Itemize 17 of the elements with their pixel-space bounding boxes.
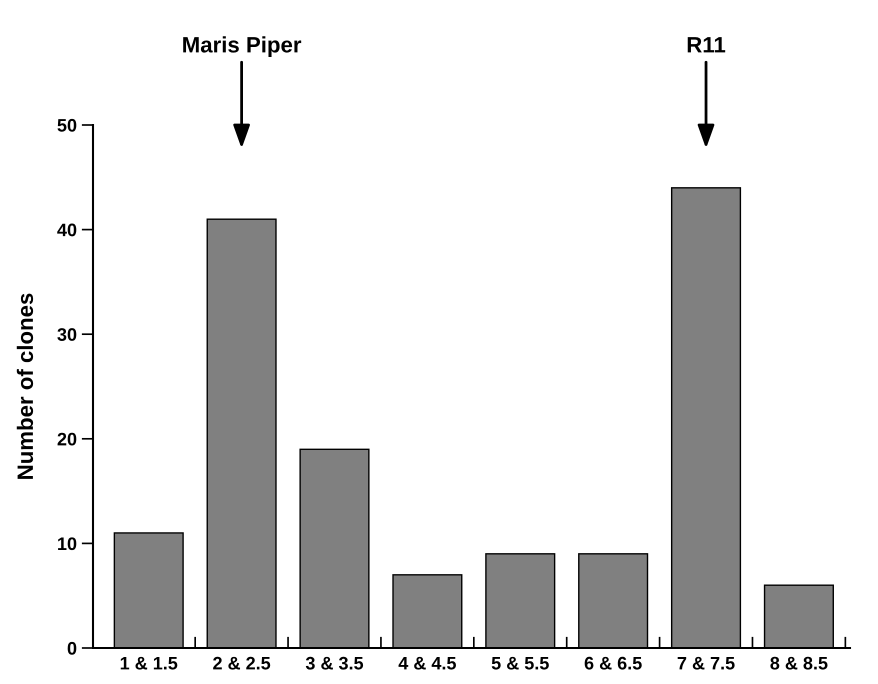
text: Maris Piper xyxy=(183,36,302,58)
x-tick-label: 2 & 2.5 xyxy=(213,656,270,670)
x-tick-label: 8 & 8.5 xyxy=(770,656,828,670)
text: R11 xyxy=(688,37,726,52)
x-tick-label: 3 & 3.5 xyxy=(306,656,364,670)
x-tick-label: 5 & 5.5 xyxy=(492,656,549,670)
x-tick-label: 6 & 6.5 xyxy=(584,656,642,670)
y-tick-label: 30 xyxy=(57,328,76,341)
y-tick-label: 50 xyxy=(58,118,76,132)
x-tick-label: 4 & 4.5 xyxy=(398,656,456,670)
y-tick-label: 10 xyxy=(58,537,76,550)
x-tick-label: 7 & 7.5 xyxy=(678,656,735,670)
y-axis-title: Number of clones xyxy=(16,294,34,479)
y-tick-label: 0 xyxy=(68,642,76,655)
x-tick-label: 1 & 1.5 xyxy=(120,656,178,670)
y-tick-label: 20 xyxy=(58,432,76,446)
y-tick-label: 40 xyxy=(57,224,76,236)
